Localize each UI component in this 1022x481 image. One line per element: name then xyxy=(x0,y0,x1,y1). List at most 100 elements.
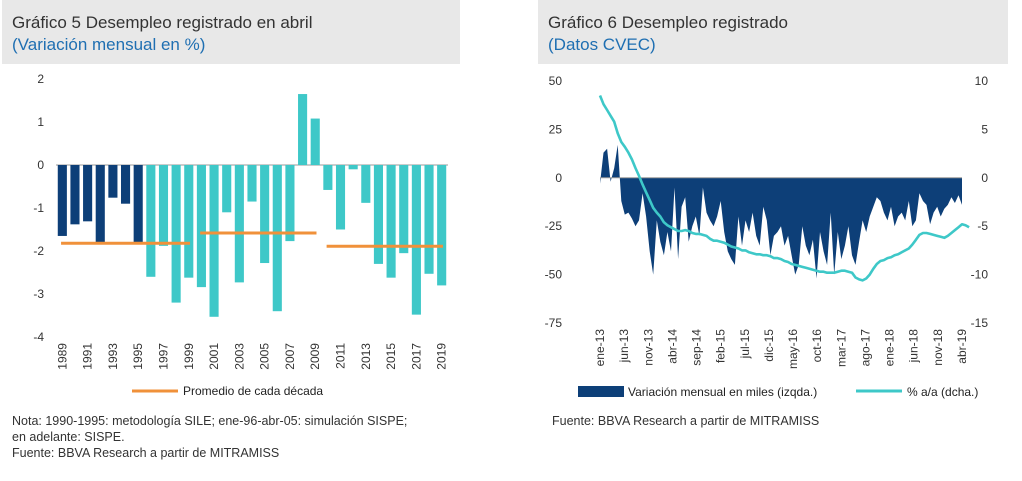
chart5-x-tick-label: 2017 xyxy=(409,343,423,370)
chart6-x-tick-label: mar-17 xyxy=(834,329,848,367)
chart6-x-tick-label: ene-18 xyxy=(883,329,897,367)
chart5-x-tick-label: 2001 xyxy=(207,343,221,370)
chart5-y-tick-label: -1 xyxy=(33,201,44,215)
chart5-bar xyxy=(133,165,143,243)
chart6-left-tick-label: -25 xyxy=(545,219,563,233)
chart5-y-tick-label: -4 xyxy=(33,330,44,344)
chart5-x-tick-label: 1999 xyxy=(182,343,196,370)
chart6-x-tick-label: ago-17 xyxy=(858,329,872,367)
chart6-right-tick-label: 5 xyxy=(981,122,988,136)
chart5-x-tick-label: 2019 xyxy=(435,343,449,370)
chart6-x-tick-label: jul-15 xyxy=(738,329,752,360)
chart5-bar xyxy=(373,165,384,264)
chart6-x-tick-label: ene-13 xyxy=(593,329,607,367)
chart5-bar xyxy=(424,165,434,274)
chart6-source: Fuente: BBVA Research a partir de MITRAM… xyxy=(552,414,820,428)
chart6-x-tick-label: jun-18 xyxy=(907,329,921,364)
chart5-bar xyxy=(272,165,282,312)
chart5-x-tick-label: 1997 xyxy=(156,343,170,370)
chart5-bar xyxy=(361,165,371,203)
chart6-x-tick-label: jun-13 xyxy=(617,329,631,364)
chart5-source: Fuente: BBVA Research a partir de MITRAM… xyxy=(12,446,280,460)
chart5-bar xyxy=(57,165,67,236)
chart5-bar xyxy=(323,165,333,190)
chart5-note-line: Nota: 1990-1995: metodología SILE; ene-9… xyxy=(12,414,408,428)
chart5-note-line: en adelante: SISPE. xyxy=(12,430,125,444)
chart5-bar xyxy=(260,165,270,264)
chart5-x-tick-label: 1993 xyxy=(106,343,120,370)
chart5-bar xyxy=(171,165,181,303)
chart5-bar xyxy=(234,165,244,283)
chart6-right-tick-label: 10 xyxy=(975,74,989,88)
chart5-bar xyxy=(247,165,257,202)
chart5-y-tick-label: -3 xyxy=(33,287,44,301)
chart6-x-tick-label: feb-15 xyxy=(714,329,728,363)
chart6-subtitle: (Datos CVEC) xyxy=(548,35,656,54)
chart6-legend-area-swatch xyxy=(578,386,624,397)
chart6-right-tick-label: 0 xyxy=(981,171,988,185)
chart5-x-tick-label: 2007 xyxy=(283,343,297,370)
chart6-left-tick-label: 25 xyxy=(549,122,563,136)
chart5-x-tick-label: 2011 xyxy=(334,343,348,369)
chart6-x-tick-label: nov-13 xyxy=(641,329,655,366)
chart6-left-tick-label: -75 xyxy=(545,316,563,330)
chart5-x-tick-label: 2015 xyxy=(384,343,398,370)
chart5-x-tick-label: 2009 xyxy=(308,343,322,370)
chart5-x-tick-label: 2005 xyxy=(258,343,272,370)
chart5-panel: Gráfico 5 Desempleo registrado en abril … xyxy=(2,0,460,398)
chart5-bar xyxy=(158,165,169,246)
chart5-x-tick-label: 2003 xyxy=(232,343,246,370)
chart5-x-tick-label: 1991 xyxy=(81,343,95,370)
chart5-bar xyxy=(298,94,308,165)
chart6-line-series xyxy=(598,95,970,282)
chart6-right-tick-label: -5 xyxy=(977,219,988,233)
chart5-bar xyxy=(108,165,118,198)
chart6-left-tick-label: 50 xyxy=(549,74,563,88)
chart5-bar xyxy=(120,165,131,204)
chart6-header: Gráfico 6 Desempleo registrado (Datos CV… xyxy=(538,0,1008,64)
chart6-right-tick-label: -10 xyxy=(971,268,989,282)
chart6-right-tick-label: -15 xyxy=(971,316,989,330)
chart6-left-tick-label: -50 xyxy=(545,268,563,282)
chart5-bar xyxy=(146,165,156,277)
chart5-bar xyxy=(285,165,295,242)
chart5-bar xyxy=(348,165,358,170)
chart5-plot: 2 1 0 -1 -2 -3 -4 1989 1991 1993 1995 1997 1999 2001 2… xyxy=(33,72,449,398)
chart5-bar xyxy=(222,165,232,213)
chart5-bar xyxy=(209,165,219,317)
chart5-bar xyxy=(83,165,93,222)
chart6-note: Fuente: BBVA Research a partir de MITRAM… xyxy=(552,413,992,429)
chart5-bar xyxy=(335,165,346,230)
chart6-panel: Gráfico 6 Desempleo registrado (Datos CV… xyxy=(538,0,1008,399)
chart5-bar xyxy=(184,165,194,278)
chart5-bar xyxy=(95,165,105,243)
chart5-bar xyxy=(386,165,396,278)
chart5-legend-label: Promedio de cada década xyxy=(183,384,323,398)
chart6-x-tick-label: nov-18 xyxy=(931,329,945,366)
chart5-subtitle: (Variación mensual en %) xyxy=(12,35,206,54)
chart5-title: Gráfico 5 Desempleo registrado en abril xyxy=(12,13,313,32)
chart5-y-tick-label: 1 xyxy=(37,115,44,129)
chart5-bar xyxy=(399,165,409,254)
chart6-x-tick-label: sep-14 xyxy=(690,329,704,366)
chart6-legend-line-label: % a/a (dcha.) xyxy=(907,385,978,399)
chart5-note: Nota: 1990-1995: metodología SILE; ene-9… xyxy=(12,413,472,461)
chart5-y-tick-label: -2 xyxy=(33,244,44,258)
chart6-x-tick-label: may-16 xyxy=(786,329,800,369)
chart6-x-tick-label: dic-15 xyxy=(762,329,776,362)
chart6-x-tick-label: oct-16 xyxy=(810,329,824,363)
chart5-x-tick-label: 1995 xyxy=(131,343,145,370)
chart5-header: Gráfico 5 Desempleo registrado en abril … xyxy=(2,0,460,64)
chart5-x-tick-label: 1989 xyxy=(55,343,69,370)
chart5-bar xyxy=(70,165,80,225)
chart5-y-tick-label: 2 xyxy=(37,72,44,86)
chart6-left-tick-label: 0 xyxy=(555,171,562,185)
chart5-y-tick-label: 0 xyxy=(37,158,44,172)
chart5-bar xyxy=(411,165,421,315)
chart6-title: Gráfico 6 Desempleo registrado xyxy=(548,13,789,32)
chart5-x-tick-label: 2013 xyxy=(359,343,373,370)
chart5-bar xyxy=(196,165,206,288)
chart6-x-tick-label: abr-19 xyxy=(955,329,969,364)
chart6-x-tick-label: abr-14 xyxy=(665,329,679,364)
